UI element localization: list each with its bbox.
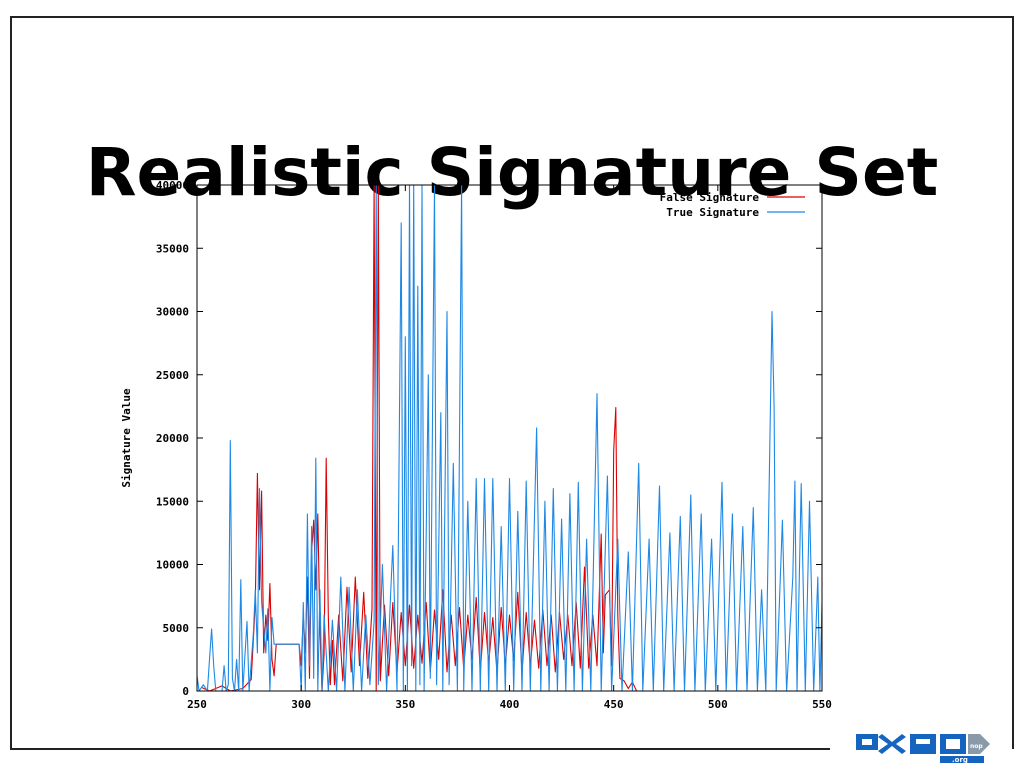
legend-label-0: False Signature [660, 191, 760, 204]
x-tick-label: 300 [291, 698, 311, 711]
slide-bottom-rule [10, 748, 830, 750]
logo: .org nop [856, 734, 990, 764]
y-tick-label: 30000 [156, 306, 189, 319]
y-tick-label: 20000 [156, 432, 189, 445]
x-tick-label: 400 [500, 698, 520, 711]
logo-underline [940, 756, 984, 763]
logo-x-shape [878, 734, 906, 754]
logo-suffix-text: .org [952, 756, 968, 764]
y-tick-label: 25000 [156, 369, 189, 382]
y-tick-label: 5000 [163, 622, 190, 635]
legend-label-1: True Signature [666, 206, 759, 219]
y-tick-label: 35000 [156, 242, 189, 255]
logo-badge-text: nop [970, 743, 983, 750]
logo-block-nine-hole [916, 739, 930, 744]
slide-frame [10, 16, 1014, 749]
logo-arrow [968, 734, 990, 754]
y-tick-label: 40000 [156, 179, 189, 192]
logo-block-hole [862, 739, 872, 745]
y-axis-label: Signature Value [120, 388, 133, 488]
y-tick-label: 0 [182, 685, 189, 698]
x-tick-label: 550 [812, 698, 832, 711]
logo-block-zero-hole [946, 739, 960, 749]
y-tick-label: 10000 [156, 559, 189, 572]
x-tick-label: 350 [395, 698, 415, 711]
series-line-1 [197, 185, 822, 691]
y-tick-label: 15000 [156, 495, 189, 508]
x-tick-label: 450 [604, 698, 624, 711]
x-tick-label: 250 [187, 698, 207, 711]
x-tick-label: 500 [708, 698, 728, 711]
slide-title: Realistic Signature Set [85, 134, 939, 212]
